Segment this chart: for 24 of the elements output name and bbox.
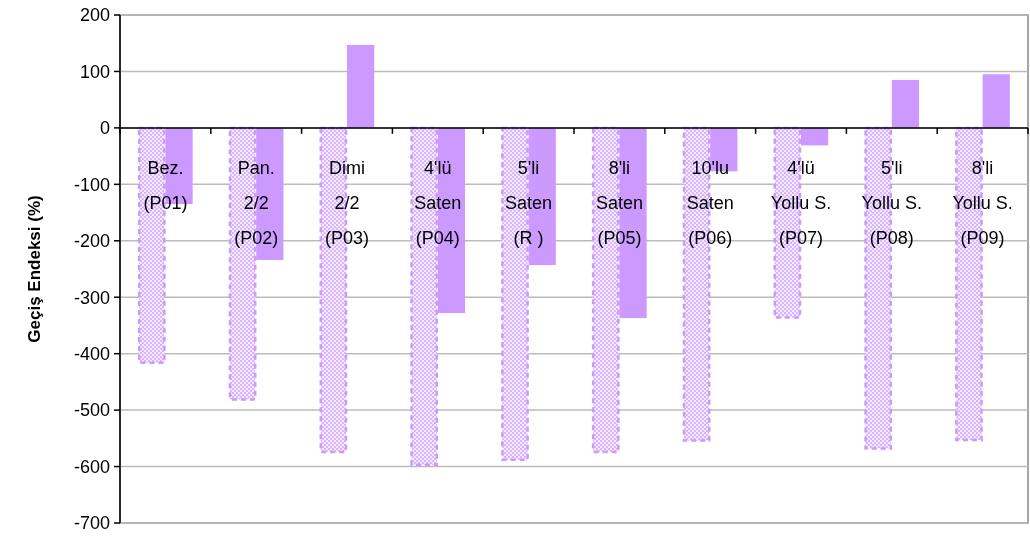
y-axis-title: Geçiş Endeksi (%) (25, 195, 44, 343)
y-tick-label: -300 (73, 287, 110, 308)
bar (982, 74, 1010, 128)
x-tick-label: 8'li Yollu S. (P09) (952, 157, 1013, 248)
bar (347, 44, 375, 128)
x-tick-label: 5'li Yollu S. (P08) (861, 157, 922, 248)
x-tick-label: 5'li Saten (R ) (505, 157, 553, 248)
x-tick-label: 8'li Saten (P05) (595, 157, 643, 248)
x-tick-label: 4'lü Yollu S. (P07) (770, 157, 832, 248)
y-tick-label: 200 (79, 5, 110, 26)
y-tick-label: 100 (79, 61, 110, 82)
x-tick-label: 4'lü Saten (P04) (414, 157, 462, 248)
y-tick-label: -400 (73, 343, 110, 364)
y-tick-label: 0 (99, 118, 110, 139)
x-tick-label: Bez. (P01) (143, 157, 188, 213)
x-tick-label: Dimi 2/2 (P03) (324, 157, 370, 248)
y-tick-label: -500 (73, 400, 110, 421)
y-tick-label: -100 (73, 174, 110, 195)
x-tick-label: 10'lu Saten (P06) (686, 157, 734, 248)
bar (891, 79, 920, 128)
y-tick-label: -200 (73, 231, 110, 252)
x-tick-label: Pan. 2/2 (P02) (234, 157, 279, 248)
y-tick-label: -700 (73, 513, 110, 534)
y-tick-label: -600 (73, 456, 110, 477)
